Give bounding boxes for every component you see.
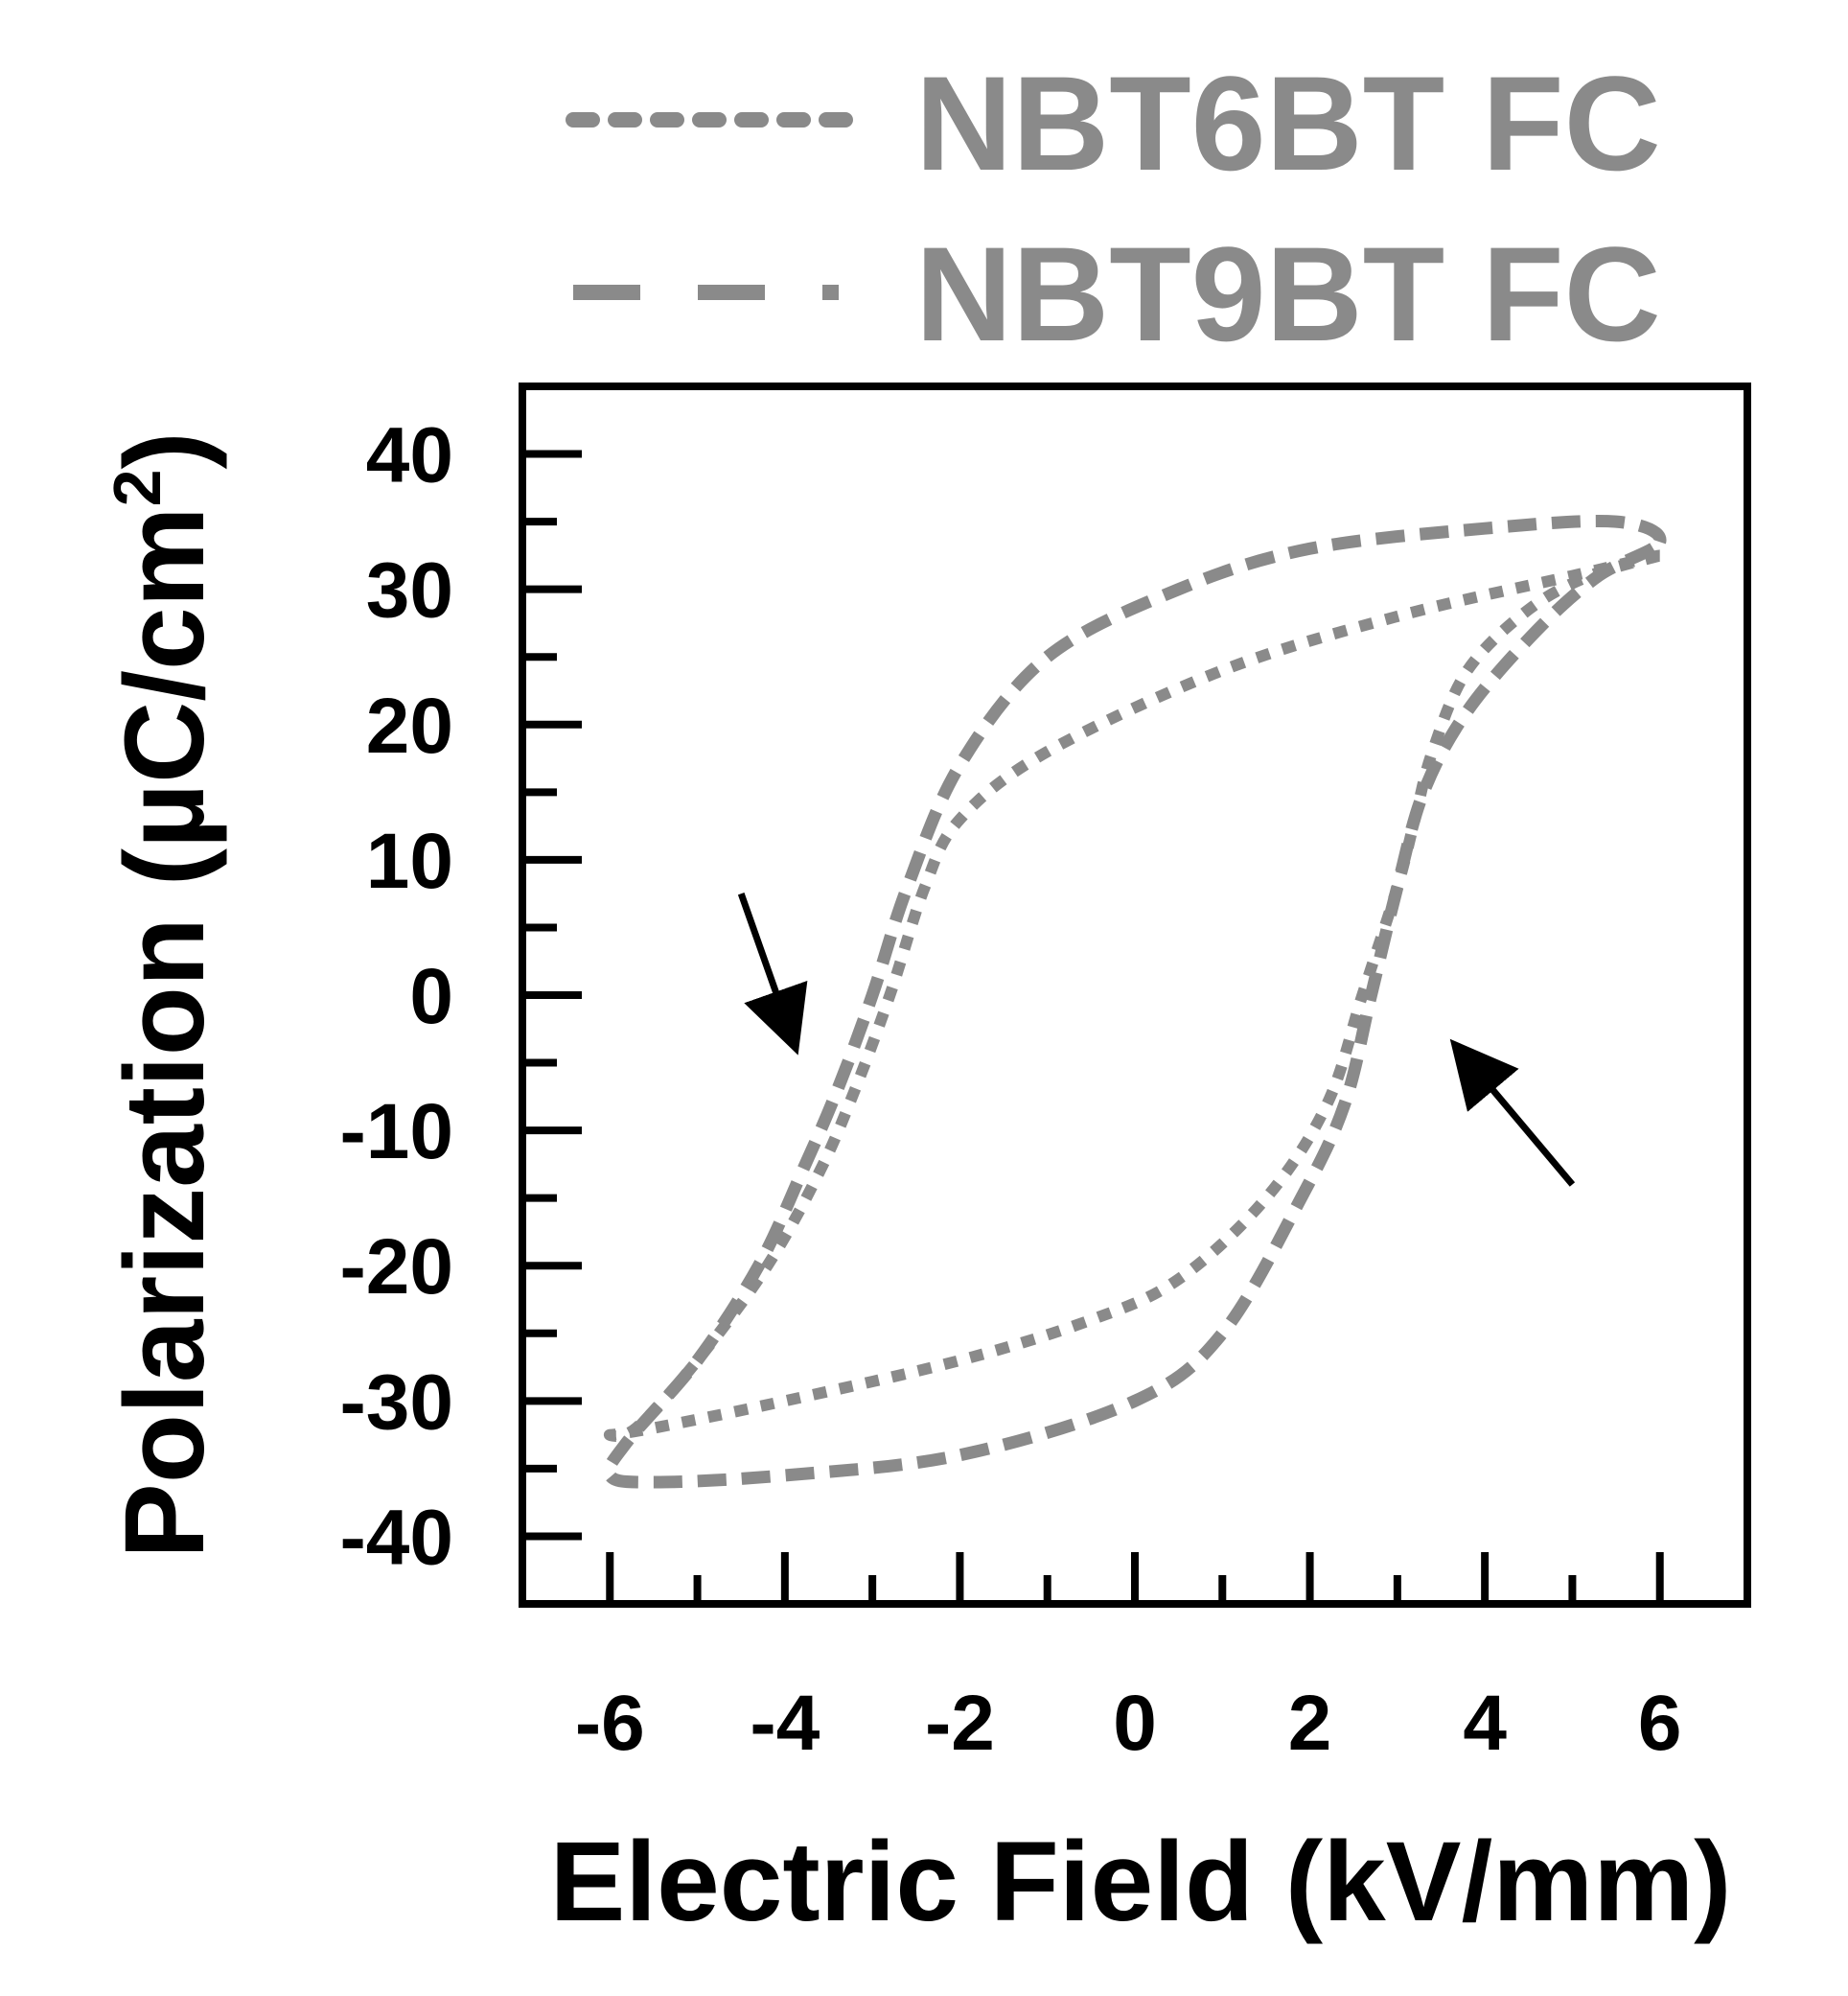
legend-entry-series-0: NBT6BT FC (566, 48, 1661, 198)
x-tick-label: -2 (925, 1680, 995, 1767)
y-tick-label: -30 (339, 1358, 453, 1446)
annotations (737, 893, 1576, 1187)
x-tick-label: 2 (1288, 1680, 1332, 1767)
y-tick-label: -20 (339, 1223, 453, 1311)
y-axis: -40 -30 -20 -10 0 10 20 30 40 (339, 383, 582, 1608)
plot-area (519, 383, 1751, 1608)
y-tick-label: 0 (409, 953, 453, 1040)
x-axis: -6 -4 -2 0 2 4 6 (575, 1552, 1682, 1767)
series-line-1 (602, 515, 1667, 1489)
legend-label-series-1: NBT9BT FC (915, 219, 1661, 369)
x-tick-label: 0 (1113, 1680, 1157, 1767)
x-axis-title: Electric Field (kV/mm) (550, 1819, 1732, 1945)
annotation-arrow-1 (1449, 1038, 1576, 1187)
annotation-arrow-0 (737, 893, 808, 1056)
series-line-0 (603, 549, 1666, 1442)
x-tick-label: -4 (750, 1680, 820, 1767)
legend: NBT6BT FC NBT9BT FC (566, 48, 1661, 369)
y-tick-label: 40 (366, 412, 453, 499)
legend-label-series-0: NBT6BT FC (915, 48, 1661, 198)
y-tick-label: -40 (339, 1494, 453, 1581)
y-tick-label: -10 (339, 1088, 453, 1175)
y-tick-label: 30 (366, 547, 453, 635)
y-tick-label: 10 (366, 818, 453, 905)
legend-entry-series-1: NBT9BT FC (573, 219, 1661, 369)
y-tick-label: 20 (366, 683, 453, 770)
y-axis-title-superscript: 2 (100, 469, 174, 506)
y-axis-title-main: Polarization (µC/cm (102, 506, 228, 1558)
x-tick-label: -6 (575, 1680, 645, 1767)
y-axis-title-close: ) (102, 431, 228, 469)
x-tick-label: 4 (1463, 1680, 1507, 1767)
y-axis-title: Polarization (µC/cm2) (100, 431, 228, 1559)
x-tick-label: 6 (1638, 1680, 1682, 1767)
series-layer (602, 515, 1667, 1489)
